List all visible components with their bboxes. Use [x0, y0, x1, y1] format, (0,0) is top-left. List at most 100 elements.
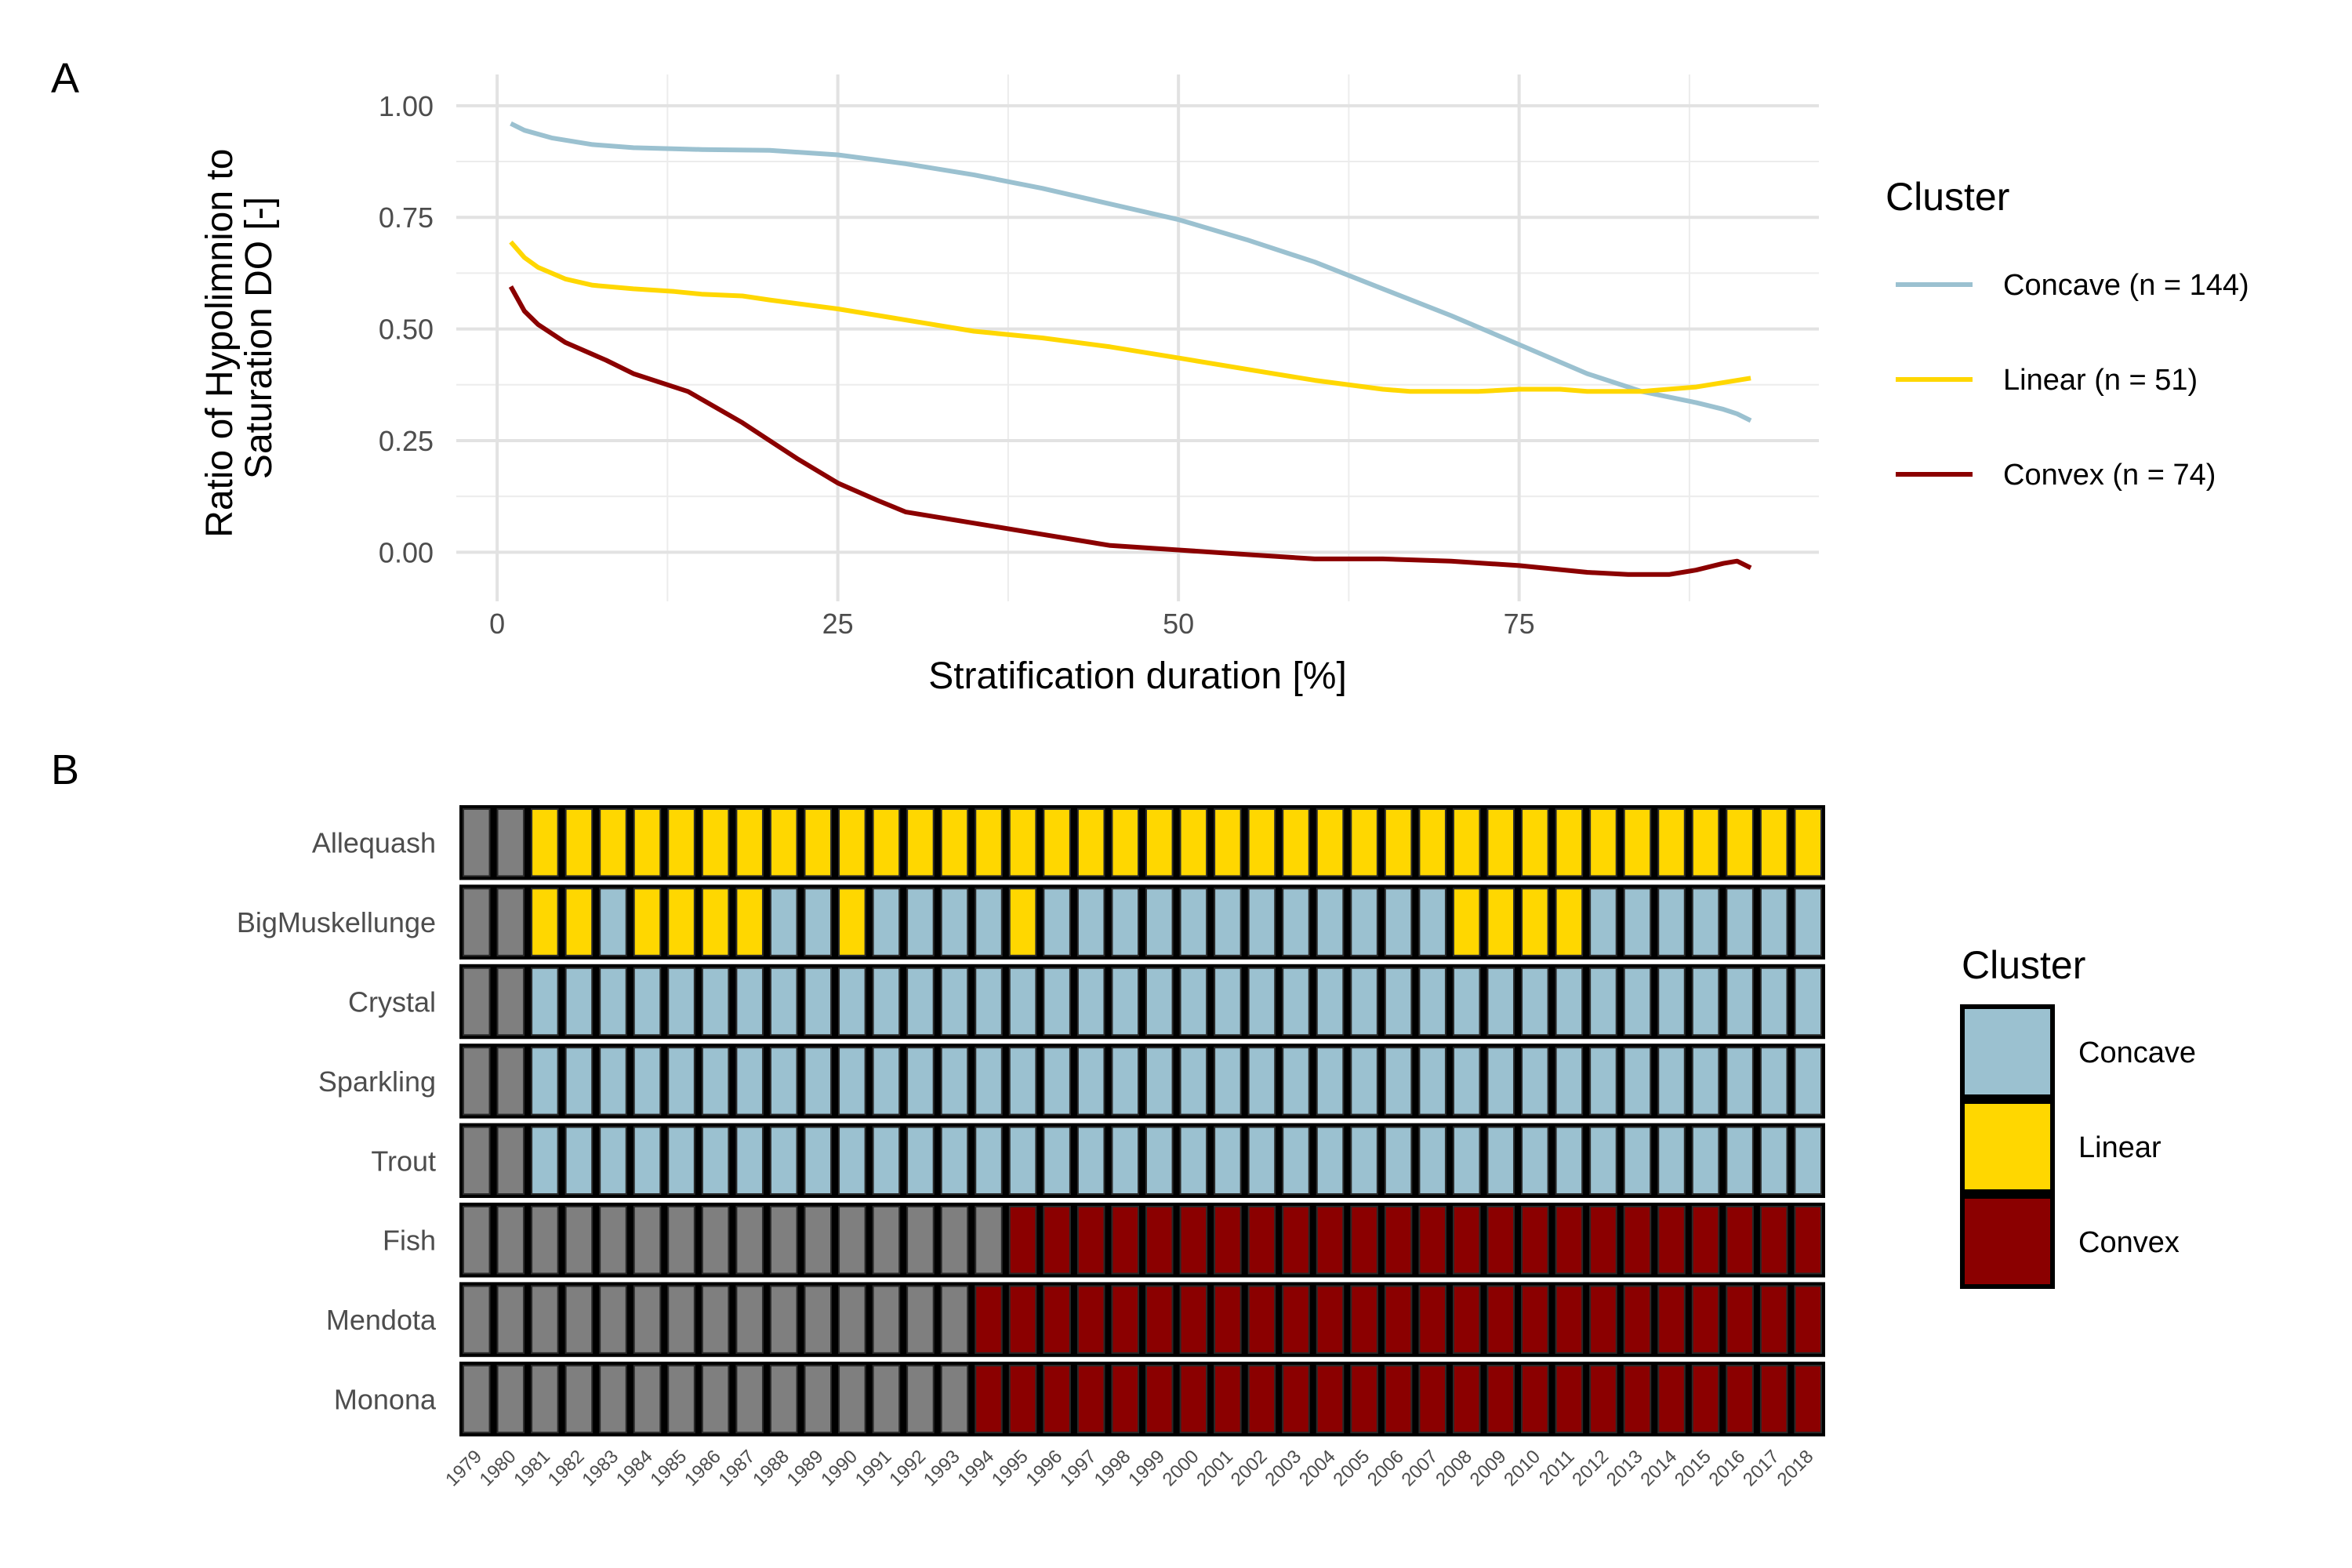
year-label: 2001 — [1192, 1446, 1237, 1490]
heatmap-cell-linear — [872, 808, 901, 877]
heatmap-cell-concave — [1111, 1047, 1139, 1116]
panel-label-b: B — [51, 746, 79, 793]
heatmap-cell-linear — [564, 887, 593, 956]
heatmap-cell-concave — [1521, 1126, 1549, 1195]
heatmap-cell-na — [838, 1285, 866, 1354]
year-label: 2018 — [1773, 1446, 1818, 1490]
x-axis-title: Stratification duration [%] — [928, 655, 1347, 697]
heatmap-cell-concave — [1247, 967, 1276, 1036]
heatmap-cell-convex — [1521, 1206, 1549, 1275]
heatmap-cell-concave — [1657, 1126, 1686, 1195]
x-tick-label: 75 — [1504, 608, 1535, 640]
line-chart-series — [508, 121, 1752, 577]
heatmap-cell-concave — [1384, 967, 1413, 1036]
heatmap-cell-na — [496, 887, 525, 956]
heatmap-cell-linear — [1111, 808, 1139, 877]
heatmap-cell-na — [769, 1206, 798, 1275]
legend-label: Concave (n = 144) — [2003, 269, 2249, 302]
heatmap-cell-na — [599, 1364, 627, 1434]
heatmap-cell-concave — [1350, 1047, 1378, 1116]
heatmap-cell-convex — [1214, 1364, 1242, 1434]
series-line-linear — [509, 240, 1751, 394]
heatmap-cell-concave — [667, 967, 695, 1036]
heatmap-cells — [459, 805, 1825, 1437]
heatmap-cell-concave — [1076, 967, 1105, 1036]
legend-label: Linear (n = 51) — [2003, 364, 2198, 397]
year-label: 1990 — [817, 1446, 862, 1490]
heatmap-cell-concave — [1179, 1047, 1208, 1116]
year-label: 2008 — [1432, 1446, 1476, 1490]
heatmap-cell-convex — [1794, 1285, 1822, 1354]
heatmap-cell-convex — [1145, 1206, 1174, 1275]
heatmap-cell-na — [496, 1206, 525, 1275]
heatmap-cell-concave — [1486, 967, 1515, 1036]
heatmap-cell-concave — [1316, 967, 1345, 1036]
heatmap-cell-convex — [1691, 1364, 1720, 1434]
heatmap-cell-concave — [701, 967, 730, 1036]
heatmap-cell-convex — [1589, 1206, 1617, 1275]
heatmap-cell-convex — [1794, 1206, 1822, 1275]
heatmap-cell-concave — [1282, 967, 1310, 1036]
heatmap-row-labels: Allequash BigMuskellunge Crystal Sparkling T… — [237, 827, 437, 1416]
x-tick-label: 0 — [489, 608, 505, 640]
line-chart-gridlines — [456, 74, 1819, 601]
heatmap-cell-concave — [1145, 887, 1174, 956]
heatmap-cell-concave — [1043, 1126, 1071, 1195]
lake-label: Sparkling — [318, 1065, 436, 1098]
heatmap-cell-na — [531, 1206, 559, 1275]
heatmap-cell-convex — [1043, 1206, 1071, 1275]
heatmap-cell-convex — [1247, 1285, 1276, 1354]
lake-label: Monona — [334, 1384, 437, 1416]
year-label: 1989 — [783, 1446, 828, 1490]
heatmap-cell-na — [496, 1364, 525, 1434]
y-axis-title: Ratio of Hypolimnion to Saturation DO [-… — [199, 138, 280, 538]
heatmap-cell-linear — [1759, 808, 1788, 877]
heatmap-cell-concave — [1418, 1047, 1446, 1116]
heatmap-cell-concave — [1418, 887, 1446, 956]
heatmap-cell-na — [531, 1364, 559, 1434]
heatmap-cell-concave — [531, 967, 559, 1036]
heatmap-cell-na — [667, 1364, 695, 1434]
heatmap-cell-concave — [804, 887, 833, 956]
heatmap-cell-convex — [1691, 1206, 1720, 1275]
heatmap-cell-convex — [1452, 1206, 1481, 1275]
year-label: 1987 — [715, 1446, 760, 1490]
heatmap-cell-concave — [599, 887, 627, 956]
heatmap-cell-convex — [1043, 1364, 1071, 1434]
heatmap-cell-concave — [940, 967, 969, 1036]
lake-label: BigMuskellunge — [237, 906, 436, 938]
heatmap-cell-linear — [1316, 808, 1345, 877]
heatmap-cell-linear — [1691, 808, 1720, 877]
heatmap-cell-convex — [1726, 1285, 1754, 1354]
heatmap-cell-linear — [1076, 808, 1105, 877]
heatmap-cell-linear — [1521, 887, 1549, 956]
y-tick-label: 0.75 — [379, 201, 434, 234]
heatmap-cell-linear — [1418, 808, 1446, 877]
year-label: 2010 — [1500, 1446, 1544, 1490]
heatmap-cell-na — [735, 1285, 764, 1354]
year-label: 2004 — [1295, 1446, 1340, 1490]
heatmap-cell-concave — [1111, 1126, 1139, 1195]
heatmap-legend: Cluster Concave Linear Convex — [1960, 943, 2196, 1289]
heatmap-cell-linear — [701, 808, 730, 877]
heatmap-cell-convex — [1316, 1364, 1345, 1434]
heatmap-cell-concave — [1726, 1047, 1754, 1116]
heatmap-cell-convex — [975, 1364, 1003, 1434]
year-label: 2017 — [1739, 1446, 1784, 1490]
heatmap-cell-na — [940, 1285, 969, 1354]
year-label: 1983 — [578, 1446, 622, 1490]
heatmap-cell-convex — [1076, 1364, 1105, 1434]
heatmap-cell-concave — [1589, 1047, 1617, 1116]
heatmap-cell-concave — [1008, 1126, 1037, 1195]
heatmap-cell-concave — [1623, 967, 1652, 1036]
heatmap-cell-concave — [1316, 1126, 1345, 1195]
heatmap-cell-linear — [1247, 808, 1276, 877]
heatmap-row-band — [459, 1123, 1825, 1198]
heatmap-cell-concave — [1794, 1047, 1822, 1116]
heatmap-cell-linear — [1623, 808, 1652, 877]
heatmap-cell-concave — [531, 1047, 559, 1116]
heatmap-cell-convex — [1384, 1285, 1413, 1354]
heatmap-cell-linear — [838, 808, 866, 877]
heatmap-cell-concave — [1247, 887, 1276, 956]
heatmap-cell-concave — [1076, 1126, 1105, 1195]
